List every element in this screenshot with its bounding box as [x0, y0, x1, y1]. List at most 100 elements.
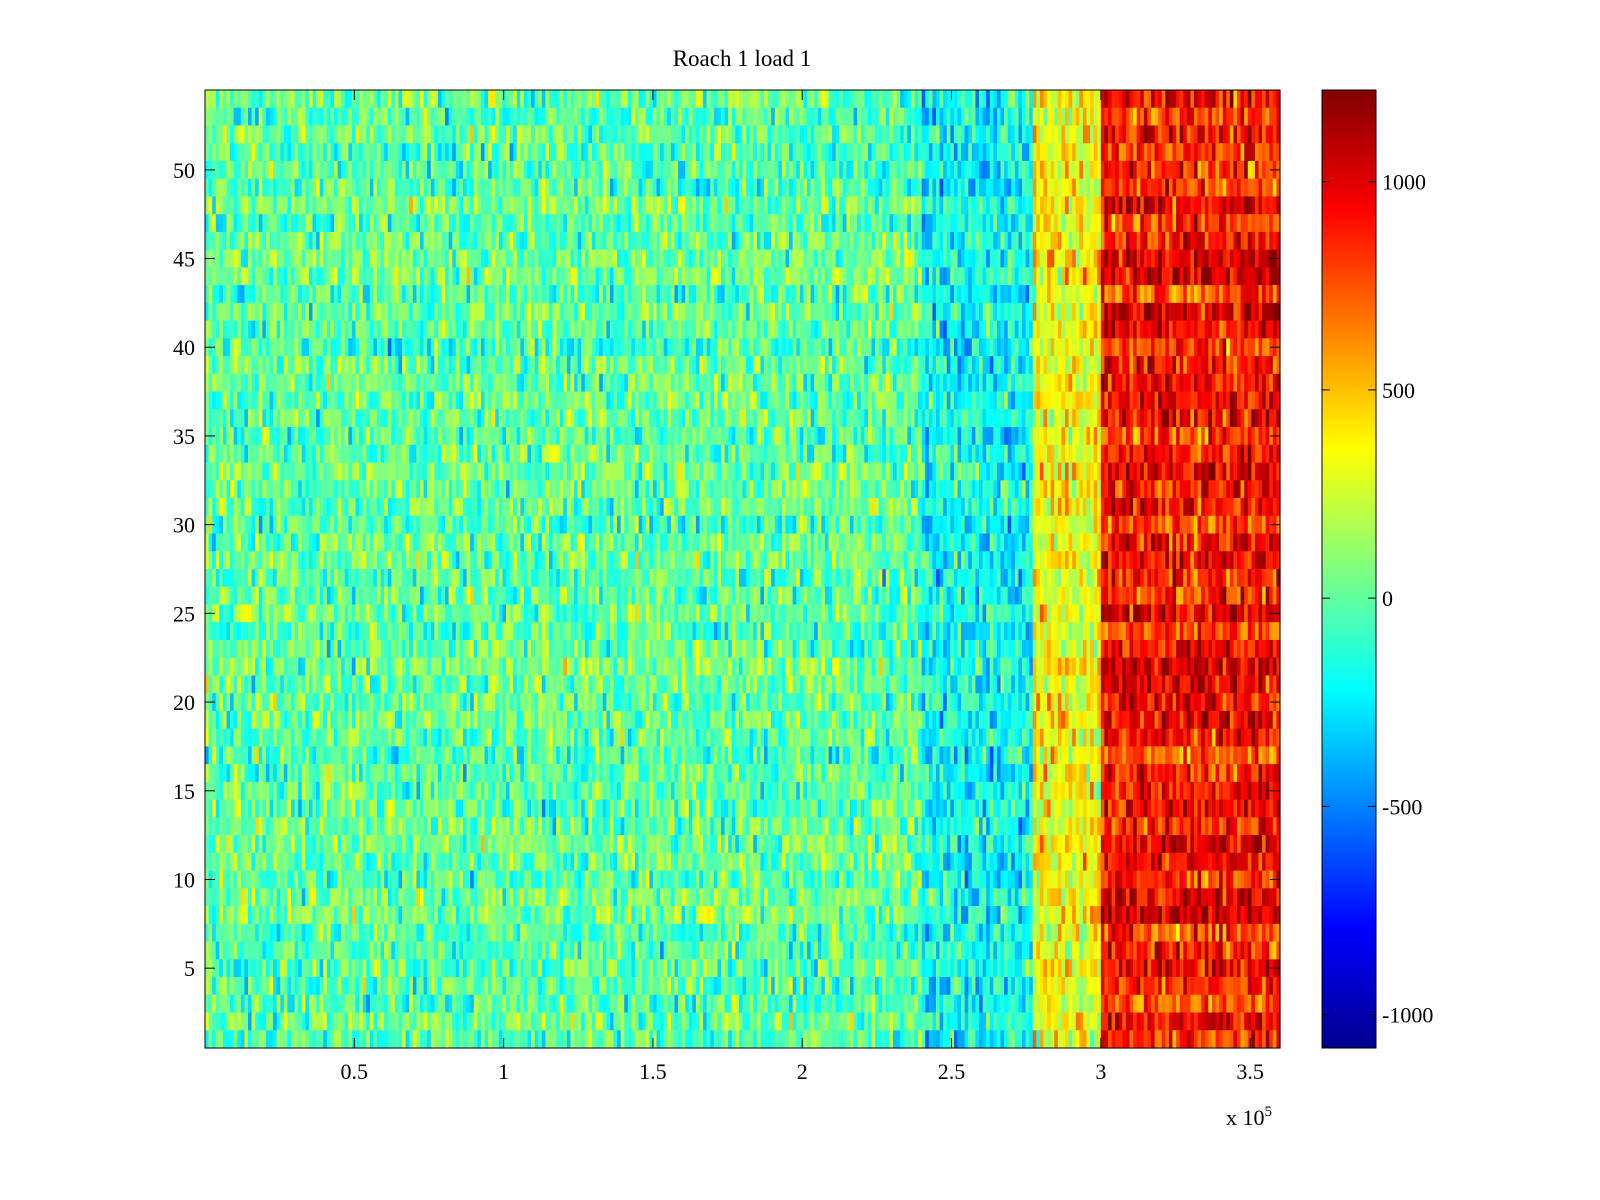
heatmap-cell: [291, 196, 296, 215]
heatmap-cell: [215, 178, 220, 198]
heatmap-cell: [975, 178, 980, 198]
heatmap-cell: [516, 125, 521, 144]
heatmap-cell: [377, 214, 382, 233]
heatmap-cell: [255, 125, 260, 144]
heatmap-cell: [939, 90, 944, 109]
heatmap-cell: [771, 267, 776, 286]
heatmap-cell: [842, 356, 848, 375]
heatmap-cell: [430, 90, 435, 109]
heatmap-cell: [896, 373, 901, 393]
heatmap-cell: [348, 178, 353, 198]
heatmap-cell: [860, 107, 865, 127]
heatmap-cell: [452, 125, 457, 144]
heatmap-cell: [1032, 356, 1037, 375]
heatmap-cell: [480, 90, 486, 109]
heatmap-cell: [509, 160, 514, 180]
heatmap-cell: [810, 338, 815, 357]
heatmap-cell: [283, 320, 289, 339]
heatmap-cell: [692, 214, 697, 233]
heatmap-cell: [964, 338, 969, 357]
heatmap-cell: [283, 125, 289, 144]
heatmap-cell: [1211, 143, 1217, 162]
heatmap-cell: [373, 178, 378, 198]
heatmap-cell: [803, 160, 808, 180]
heatmap-cell: [1176, 143, 1181, 162]
heatmap-cell: [384, 338, 389, 357]
heatmap-cell: [617, 90, 622, 109]
heatmap-cell: [427, 214, 432, 233]
heatmap-cell: [656, 143, 661, 162]
heatmap-cell: [796, 373, 801, 393]
heatmap-cell: [1237, 143, 1242, 162]
heatmap-cell: [1168, 178, 1174, 198]
heatmap-cell: [251, 231, 256, 251]
heatmap-cell: [971, 320, 977, 339]
heatmap-cell: [319, 214, 324, 233]
heatmap-cell: [609, 196, 615, 215]
heatmap-cell: [1032, 302, 1037, 322]
heatmap-cell: [695, 196, 701, 215]
heatmap-cell: [893, 214, 898, 233]
heatmap-cell: [674, 107, 679, 127]
heatmap-cell: [1204, 178, 1209, 198]
heatmap-cell: [889, 373, 894, 393]
heatmap-cell: [434, 267, 439, 286]
heatmap-cell: [1108, 302, 1113, 322]
heatmap-cell: [477, 320, 482, 339]
heatmap-cell: [713, 231, 719, 251]
heatmap-cell: [982, 356, 987, 375]
heatmap-cell: [1108, 178, 1113, 198]
heatmap-cell: [305, 320, 310, 339]
heatmap-cell: [588, 373, 593, 393]
heatmap-cell: [1072, 356, 1077, 375]
heatmap-cell: [520, 302, 525, 322]
heatmap-cell: [380, 178, 385, 198]
heatmap-cell: [355, 320, 360, 339]
heatmap-cell: [1222, 338, 1227, 357]
heatmap-cell: [1125, 90, 1131, 109]
heatmap-cell: [796, 356, 801, 375]
heatmap-cell: [710, 267, 715, 286]
heatmap-cell: [359, 231, 364, 251]
heatmap-cell: [1018, 125, 1023, 144]
heatmap-cell: [291, 231, 296, 251]
heatmap-cell: [599, 356, 604, 375]
heatmap-cell: [1136, 231, 1141, 251]
heatmap-cell: [896, 338, 901, 357]
heatmap-cell: [864, 231, 869, 251]
heatmap-cell: [839, 373, 844, 393]
heatmap-cell: [964, 178, 969, 198]
heatmap-cell: [878, 107, 883, 127]
heatmap-cell: [337, 90, 342, 109]
heatmap-cell: [1247, 143, 1252, 162]
heatmap-cell: [1154, 249, 1159, 269]
heatmap-cell: [1233, 160, 1238, 180]
heatmap-cell: [480, 338, 486, 357]
heatmap-cell: [294, 107, 299, 127]
heatmap-cell: [1129, 285, 1134, 304]
heatmap-cell: [717, 373, 722, 393]
heatmap-cell: [1161, 267, 1166, 286]
heatmap-cell: [867, 160, 873, 180]
heatmap-cell: [230, 143, 235, 162]
heatmap-cell: [420, 231, 425, 251]
heatmap-cell: [1183, 356, 1188, 375]
heatmap-cell: [455, 160, 461, 180]
heatmap-cell: [1032, 285, 1037, 304]
heatmap-cell: [549, 373, 554, 393]
heatmap-cell: [1262, 267, 1267, 286]
heatmap-cell: [875, 320, 880, 339]
heatmap-cell: [842, 267, 848, 286]
heatmap-cell: [789, 178, 794, 198]
heatmap-cell: [391, 196, 396, 215]
heatmap-cell: [405, 320, 410, 339]
heatmap-cell: [1115, 90, 1120, 109]
heatmap-cell: [996, 214, 1002, 233]
heatmap-cell: [534, 90, 539, 109]
heatmap-cell: [337, 160, 342, 180]
heatmap-cell: [1226, 107, 1231, 127]
heatmap-cell: [552, 231, 557, 251]
heatmap-cell: [298, 214, 303, 233]
heatmap-cell: [1004, 107, 1009, 127]
heatmap-cell: [455, 196, 461, 215]
